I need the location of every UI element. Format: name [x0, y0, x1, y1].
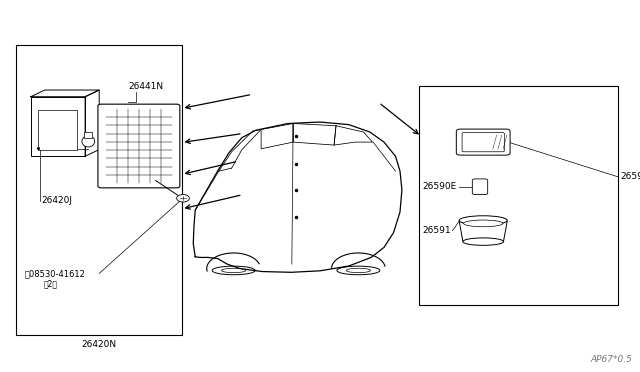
FancyBboxPatch shape	[456, 129, 510, 155]
Bar	[419, 86, 618, 305]
Text: 26441N: 26441N	[128, 82, 163, 91]
Bar	[38, 110, 77, 150]
Text: 26420N: 26420N	[82, 340, 116, 349]
Ellipse shape	[346, 268, 371, 273]
Bar	[31, 97, 85, 156]
Ellipse shape	[82, 136, 95, 147]
Ellipse shape	[337, 266, 380, 275]
Text: 26420J: 26420J	[42, 196, 72, 205]
Circle shape	[177, 195, 189, 202]
Bar	[84, 132, 92, 138]
Text: AP67*0.5: AP67*0.5	[591, 355, 632, 364]
Text: 26591: 26591	[422, 226, 451, 235]
FancyBboxPatch shape	[472, 179, 488, 195]
Ellipse shape	[221, 268, 246, 273]
Text: 26590: 26590	[621, 172, 640, 181]
Ellipse shape	[463, 220, 503, 227]
Text: 26590E: 26590E	[422, 182, 457, 191]
FancyBboxPatch shape	[462, 132, 504, 152]
Ellipse shape	[460, 216, 507, 225]
Ellipse shape	[212, 266, 255, 275]
Ellipse shape	[463, 238, 504, 246]
FancyBboxPatch shape	[98, 104, 180, 188]
Bar	[16, 45, 182, 335]
Text: Ⓝ08530-41612: Ⓝ08530-41612	[24, 270, 85, 279]
Text: 。2〃: 。2〃	[44, 280, 58, 289]
